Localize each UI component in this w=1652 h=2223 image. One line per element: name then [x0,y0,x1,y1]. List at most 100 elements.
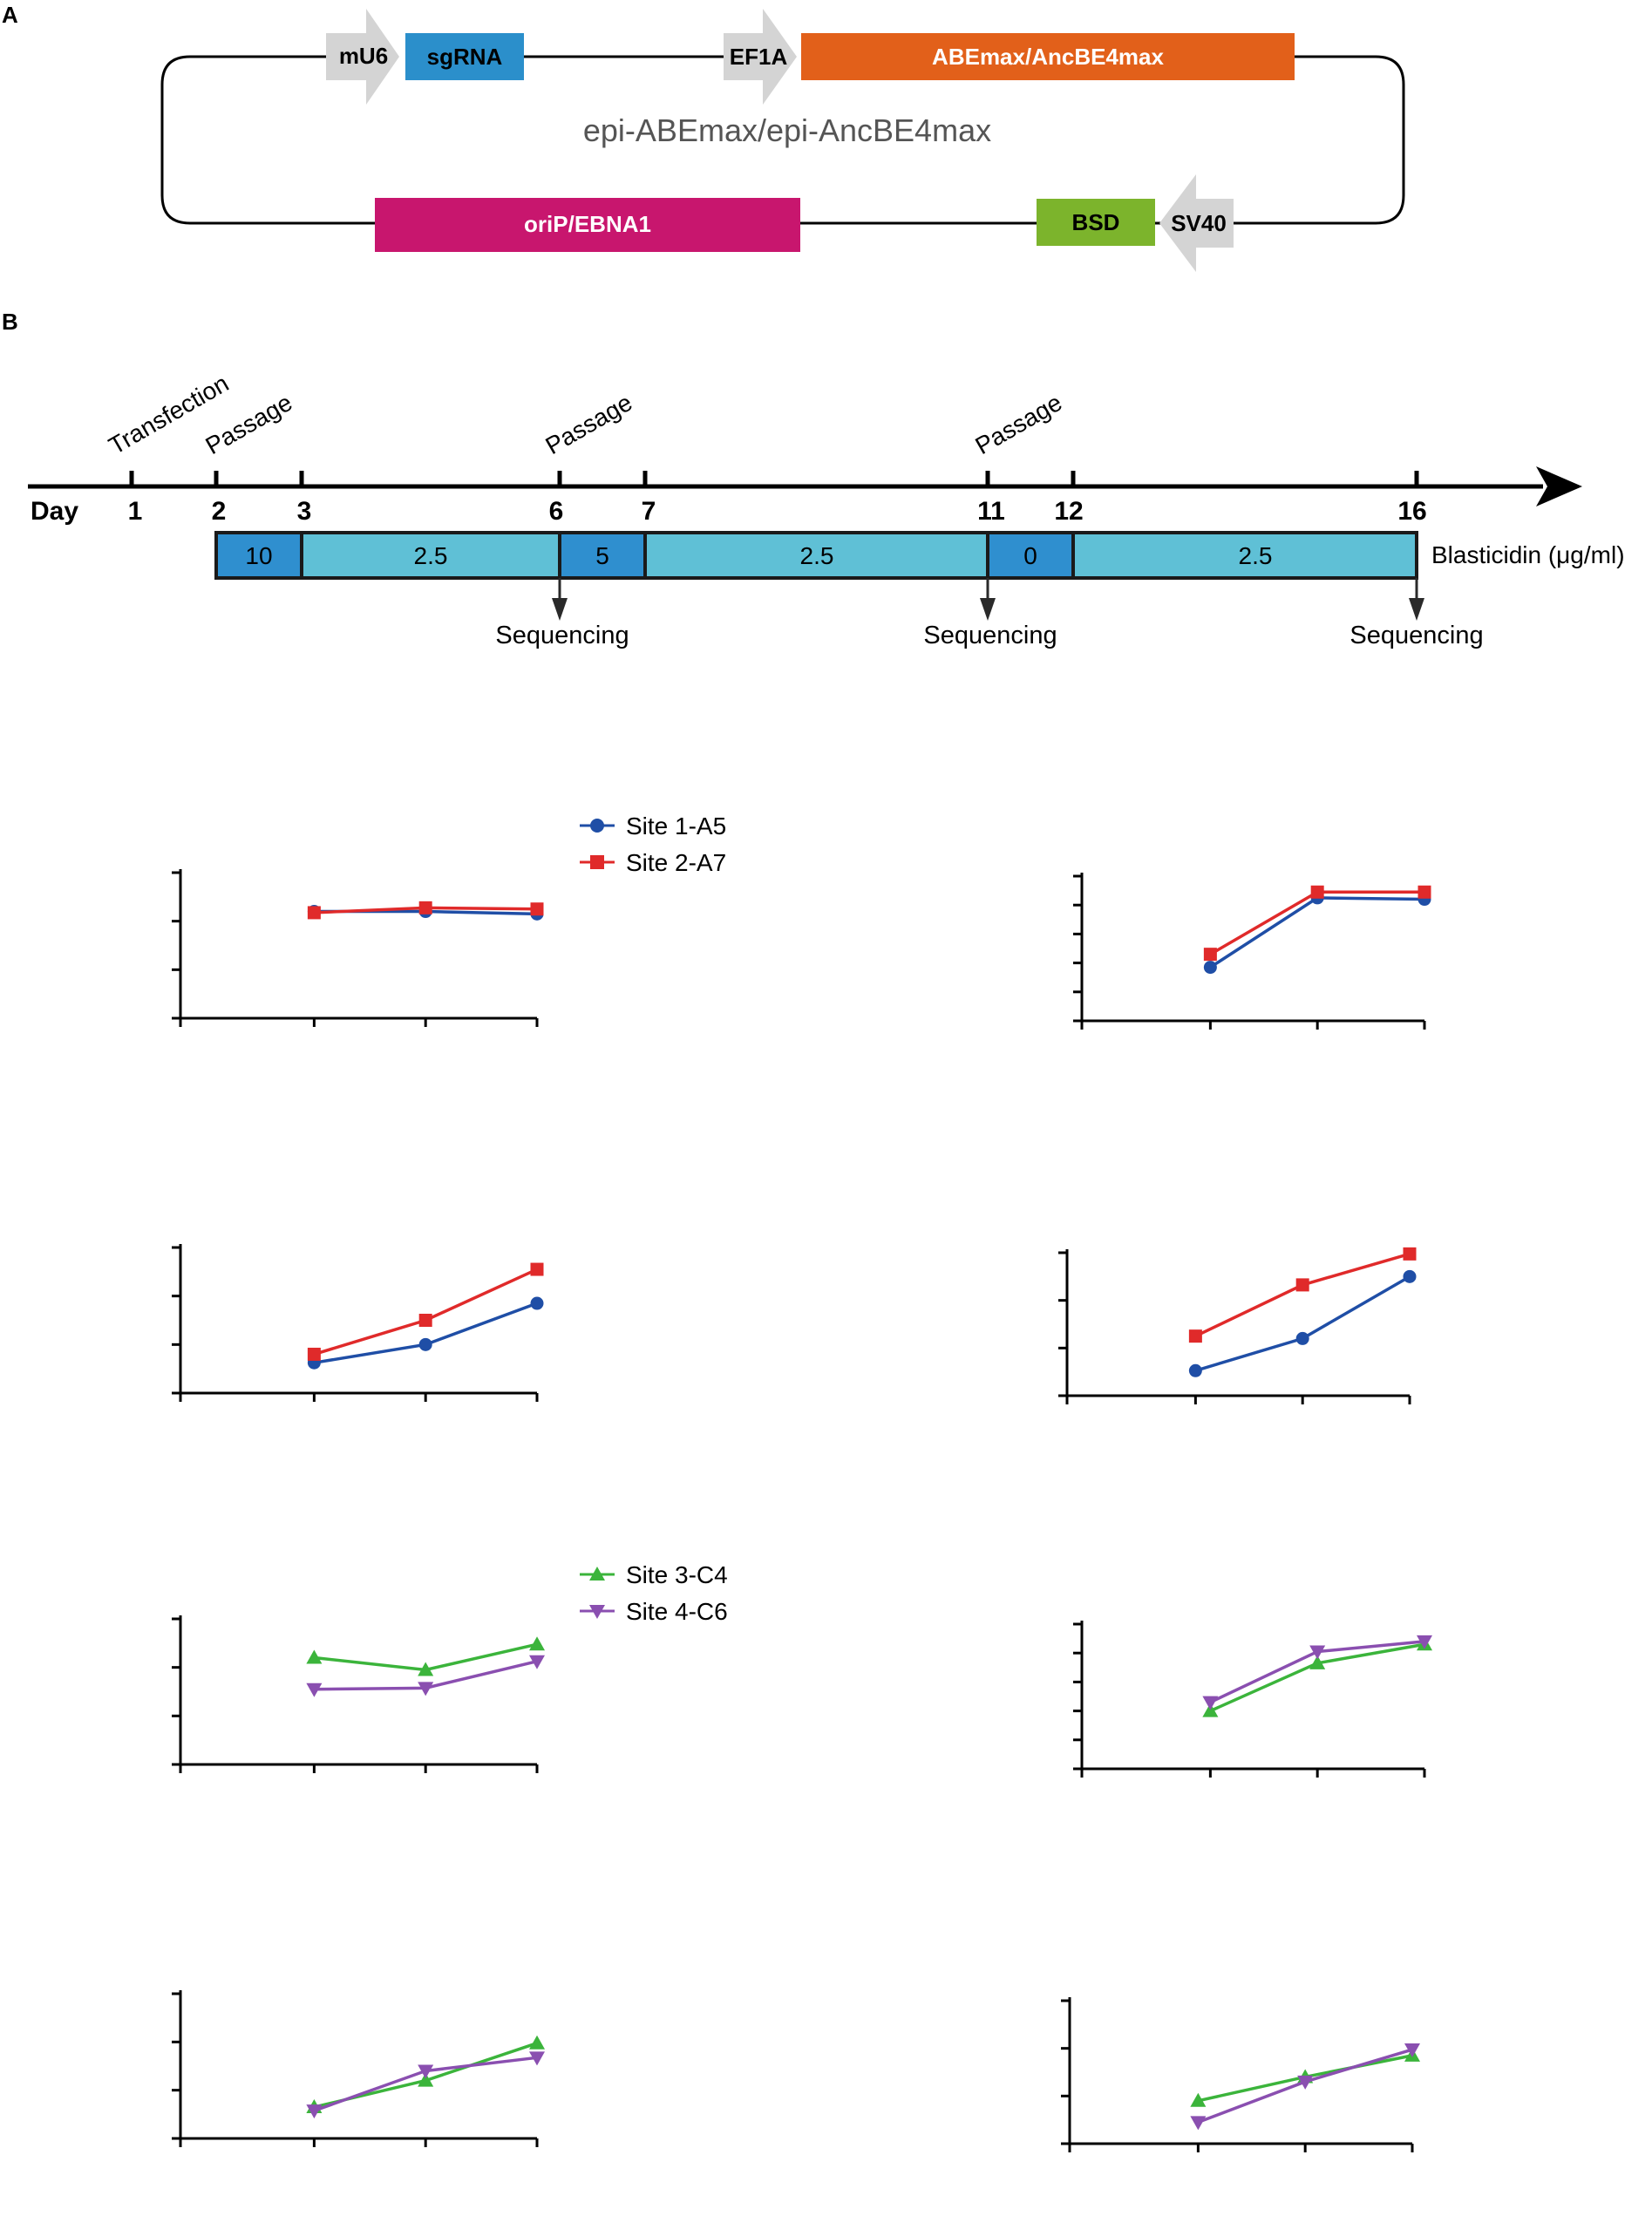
panel-b: B Day 1 2 3 6 7 11 12 16 Transfection Pa… [2,309,1625,649]
day-label-2: 2 [212,497,227,526]
data-point [1295,1331,1309,1345]
legend-marker-circle [590,819,604,833]
day-label-7: 7 [642,497,656,526]
series-line [314,1302,538,1364]
dose-value: 2.5 [800,542,834,569]
chart-panel-c [172,869,544,1027]
data-point [418,2072,434,2087]
chart-panel-f [1058,1247,1417,1404]
event-label-passage: Passage [971,389,1067,459]
chart-panel-d [1073,873,1431,1030]
data-point [1190,2116,1207,2131]
mu6-promoter-arrow [326,9,399,105]
dose-value: 0 [1023,542,1037,569]
data-point [1203,961,1217,975]
sequencing-arrowhead [980,598,996,621]
sv40-label: SV40 [1171,210,1227,236]
sgrna-box [405,33,524,80]
day-label-1: 1 [128,497,143,526]
editor-label: ABEmax/AncBE4max [932,44,1164,70]
chart-panel-g [172,1615,545,1773]
sequencing-label: Sequencing [923,622,1057,649]
data-point [1309,1655,1326,1669]
legend-marker-triangle-up [589,1567,605,1581]
chart-panel-h [1073,1621,1432,1778]
data-point [1403,1269,1417,1283]
plasmid-name: epi-ABEmax/epi-AncBE4max [583,112,991,148]
chart-panel-i [172,1990,545,2147]
data-point [530,1262,544,1276]
ef1a-promoter-arrow [724,9,797,105]
data-point [1188,1363,1202,1377]
legend-label: Site 3-C4 [626,1561,728,1588]
panel-a: A mU6 sgRNA EF1A ABEmax/AncBE4max epi-AB… [2,2,1405,272]
panel-letter-b: B [2,309,18,335]
data-point [529,2051,545,2066]
orip-box [375,198,800,252]
legend-label: Site 4-C6 [626,1598,728,1625]
dose-value: 2.5 [414,542,448,569]
data-point [1403,1247,1417,1261]
data-point [1188,1329,1202,1343]
data-point [1297,2075,1314,2090]
blasticidin-label: Blasticidin (μg/ml) [1431,541,1625,568]
day-label-16: 16 [1397,497,1426,526]
event-label-passage: Passage [541,389,637,459]
dose-segment [300,531,561,580]
bsd-box [1037,199,1155,246]
data-point [418,1682,434,1696]
data-point [307,1347,321,1361]
editor-box [801,33,1295,80]
dose-value: 10 [245,542,272,569]
data-point [307,906,321,920]
data-point [530,1296,544,1310]
data-point [529,1655,545,1669]
data-point [306,1649,323,1664]
dose-segment [643,531,989,580]
orip-label: oriP/EBNA1 [524,211,651,237]
dose-value: 2.5 [1239,542,1273,569]
series-line [1209,896,1425,969]
data-point [1417,885,1431,899]
data-point [1417,1635,1432,1649]
data-point [418,2064,434,2079]
bsd-label: BSD [1072,209,1120,235]
ef1a-label: EF1A [730,44,788,70]
chart-panel-j [1061,1997,1420,2152]
data-point [1309,1645,1326,1660]
legend-label: Site 1-A5 [626,812,726,840]
day-label-6: 6 [549,497,564,526]
sequencing-arrowhead [552,598,568,621]
legend-abe: Site 1-A5 Site 2-A7 [580,812,726,876]
legend-marker-triangle-down [589,1605,605,1619]
timeline-day-label: Day [31,497,78,526]
data-point [529,2035,545,2050]
data-point [1203,948,1217,962]
mu6-label: mU6 [339,43,388,69]
data-point [418,1314,432,1327]
legend-marker-square [590,855,604,869]
data-point [1404,2043,1420,2058]
data-point [418,1662,434,1676]
data-point [306,1683,323,1697]
data-point [1295,1278,1309,1292]
data-point [1190,2092,1207,2107]
dose-value: 5 [595,542,609,569]
timeline-arrowhead [1536,466,1582,506]
data-point [1310,885,1324,899]
data-point [529,1636,545,1651]
data-point [418,901,432,914]
data-point [418,1337,432,1351]
dose-segment [1071,531,1418,580]
sequencing-arrowhead [1409,598,1424,621]
legend-cbe: Site 3-C4 Site 4-C6 [580,1561,728,1625]
sgrna-label: sgRNA [427,44,503,70]
panel-letter-a: A [2,2,18,28]
sv40-promoter-arrow [1159,174,1234,272]
day-label-12: 12 [1054,497,1083,526]
dose-segment [986,531,1075,580]
chart-panel-e [172,1244,544,1402]
data-point [306,2104,323,2119]
sequencing-label: Sequencing [495,622,629,649]
